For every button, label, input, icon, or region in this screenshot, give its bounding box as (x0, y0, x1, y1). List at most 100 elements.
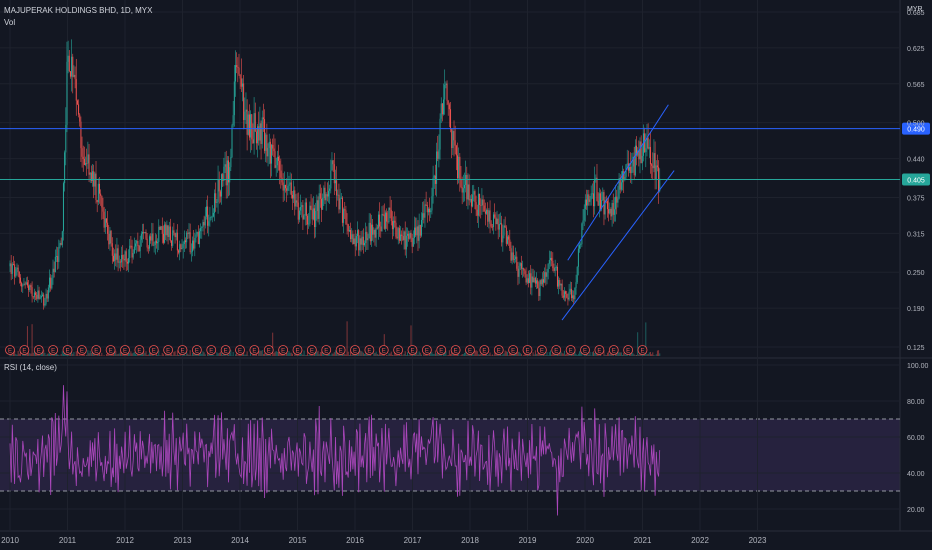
volume-bar (36, 354, 38, 356)
candle-body (247, 114, 249, 135)
volume-bar (83, 354, 85, 356)
candle-body (452, 131, 454, 149)
candle-body (300, 206, 302, 211)
candle-body (99, 183, 101, 194)
candle-body (642, 133, 644, 156)
candle-body (469, 199, 471, 201)
volume-bar (652, 352, 654, 356)
volume-bar (637, 332, 639, 356)
candle-body (261, 117, 263, 144)
volume-bar (152, 354, 154, 356)
candle-body (616, 196, 618, 203)
candle-body (197, 232, 199, 245)
candle-body (226, 160, 228, 186)
volume-bar (379, 352, 381, 356)
candle-body (362, 236, 364, 246)
volume-bar (289, 352, 291, 356)
candle-body (602, 192, 604, 201)
volume-bar (31, 324, 33, 356)
price-tick-label: 0.250 (907, 270, 925, 277)
candle-body (103, 211, 105, 228)
candle-body (137, 241, 139, 246)
candle-body (520, 263, 522, 269)
candle-body (280, 170, 282, 178)
volume-bar (295, 353, 297, 356)
volume-bar (275, 351, 277, 356)
volume-bar (489, 352, 491, 356)
horizontal-lines[interactable]: 0.490 0.405 (0, 122, 930, 186)
candle-body (403, 231, 405, 241)
rsi-axis[interactable]: 100.00 80.00 60.00 40.00 20.00 (907, 363, 929, 514)
candle-body (420, 219, 422, 236)
candle-body (530, 273, 532, 288)
earnings-marker-letter: E (468, 349, 472, 355)
candle-body (324, 187, 326, 201)
volume-bar (15, 354, 17, 356)
volume-bar (584, 353, 586, 356)
candle-body (582, 220, 584, 224)
candle-body (369, 222, 371, 242)
volume-bar (217, 353, 219, 356)
candle-body (654, 153, 656, 180)
volume-bar (604, 354, 606, 356)
candle-body (317, 200, 319, 219)
trend-channel[interactable] (561, 104, 675, 321)
earnings-marker (493, 345, 504, 355)
volume-bar (286, 351, 288, 356)
candle-body (574, 287, 576, 300)
earnings-marker-letter: E (396, 349, 400, 355)
volume-bar (608, 351, 610, 356)
candle-body (512, 252, 514, 260)
time-tick-label: 2021 (634, 536, 652, 545)
candle-body (613, 209, 615, 215)
volume-bar (230, 350, 232, 356)
volume-bar (544, 353, 546, 356)
candle-body (558, 279, 560, 287)
volume-bar (303, 350, 305, 356)
price-axis[interactable]: 0.685 0.625 0.565 0.500 0.440 0.375 0.315 0.250… (907, 10, 925, 352)
volume-bar (444, 351, 446, 356)
candle-body (165, 224, 167, 236)
time-tick-label: 2010 (1, 536, 19, 545)
volume-bar (388, 353, 390, 356)
candle-body (546, 272, 548, 277)
candle-body (519, 263, 521, 266)
volume-bar (641, 354, 643, 356)
volume-bar (636, 354, 638, 356)
candle-body (201, 226, 203, 229)
volume-bar (290, 352, 292, 356)
volume-bar (283, 353, 285, 356)
volume-bar (92, 351, 94, 356)
candle-body (148, 236, 150, 249)
earnings-marker (436, 345, 447, 355)
candle-body (66, 61, 68, 125)
candle-body (200, 228, 202, 232)
volume-bar (14, 350, 16, 356)
candle-body (297, 202, 299, 220)
volume-bar (87, 350, 89, 356)
volume-bar (12, 353, 14, 356)
candle-body (457, 155, 459, 179)
candle-body (609, 208, 611, 214)
candle-body (140, 233, 142, 240)
candle-body (321, 198, 323, 210)
earnings-marker-letter: E (310, 349, 314, 355)
candle-body (93, 171, 95, 187)
volume-bar (429, 353, 431, 356)
candle-body (323, 187, 325, 198)
earnings-marker (580, 345, 590, 355)
candle-body (216, 201, 218, 203)
candle-body (114, 253, 116, 262)
candle-body (443, 99, 445, 115)
volume-bar (201, 353, 203, 356)
price-tick-label: 0.375 (907, 195, 925, 202)
earnings-marker-letter: E (482, 349, 486, 355)
time-axis[interactable]: 2010 2011 2012 2013 2014 2015 2016 2017 2018 2019… (1, 536, 767, 545)
candle-body (640, 141, 642, 164)
candle-body (307, 215, 309, 225)
volume-bar (494, 350, 496, 356)
volume-bar (317, 350, 319, 356)
candle-body (438, 149, 440, 159)
